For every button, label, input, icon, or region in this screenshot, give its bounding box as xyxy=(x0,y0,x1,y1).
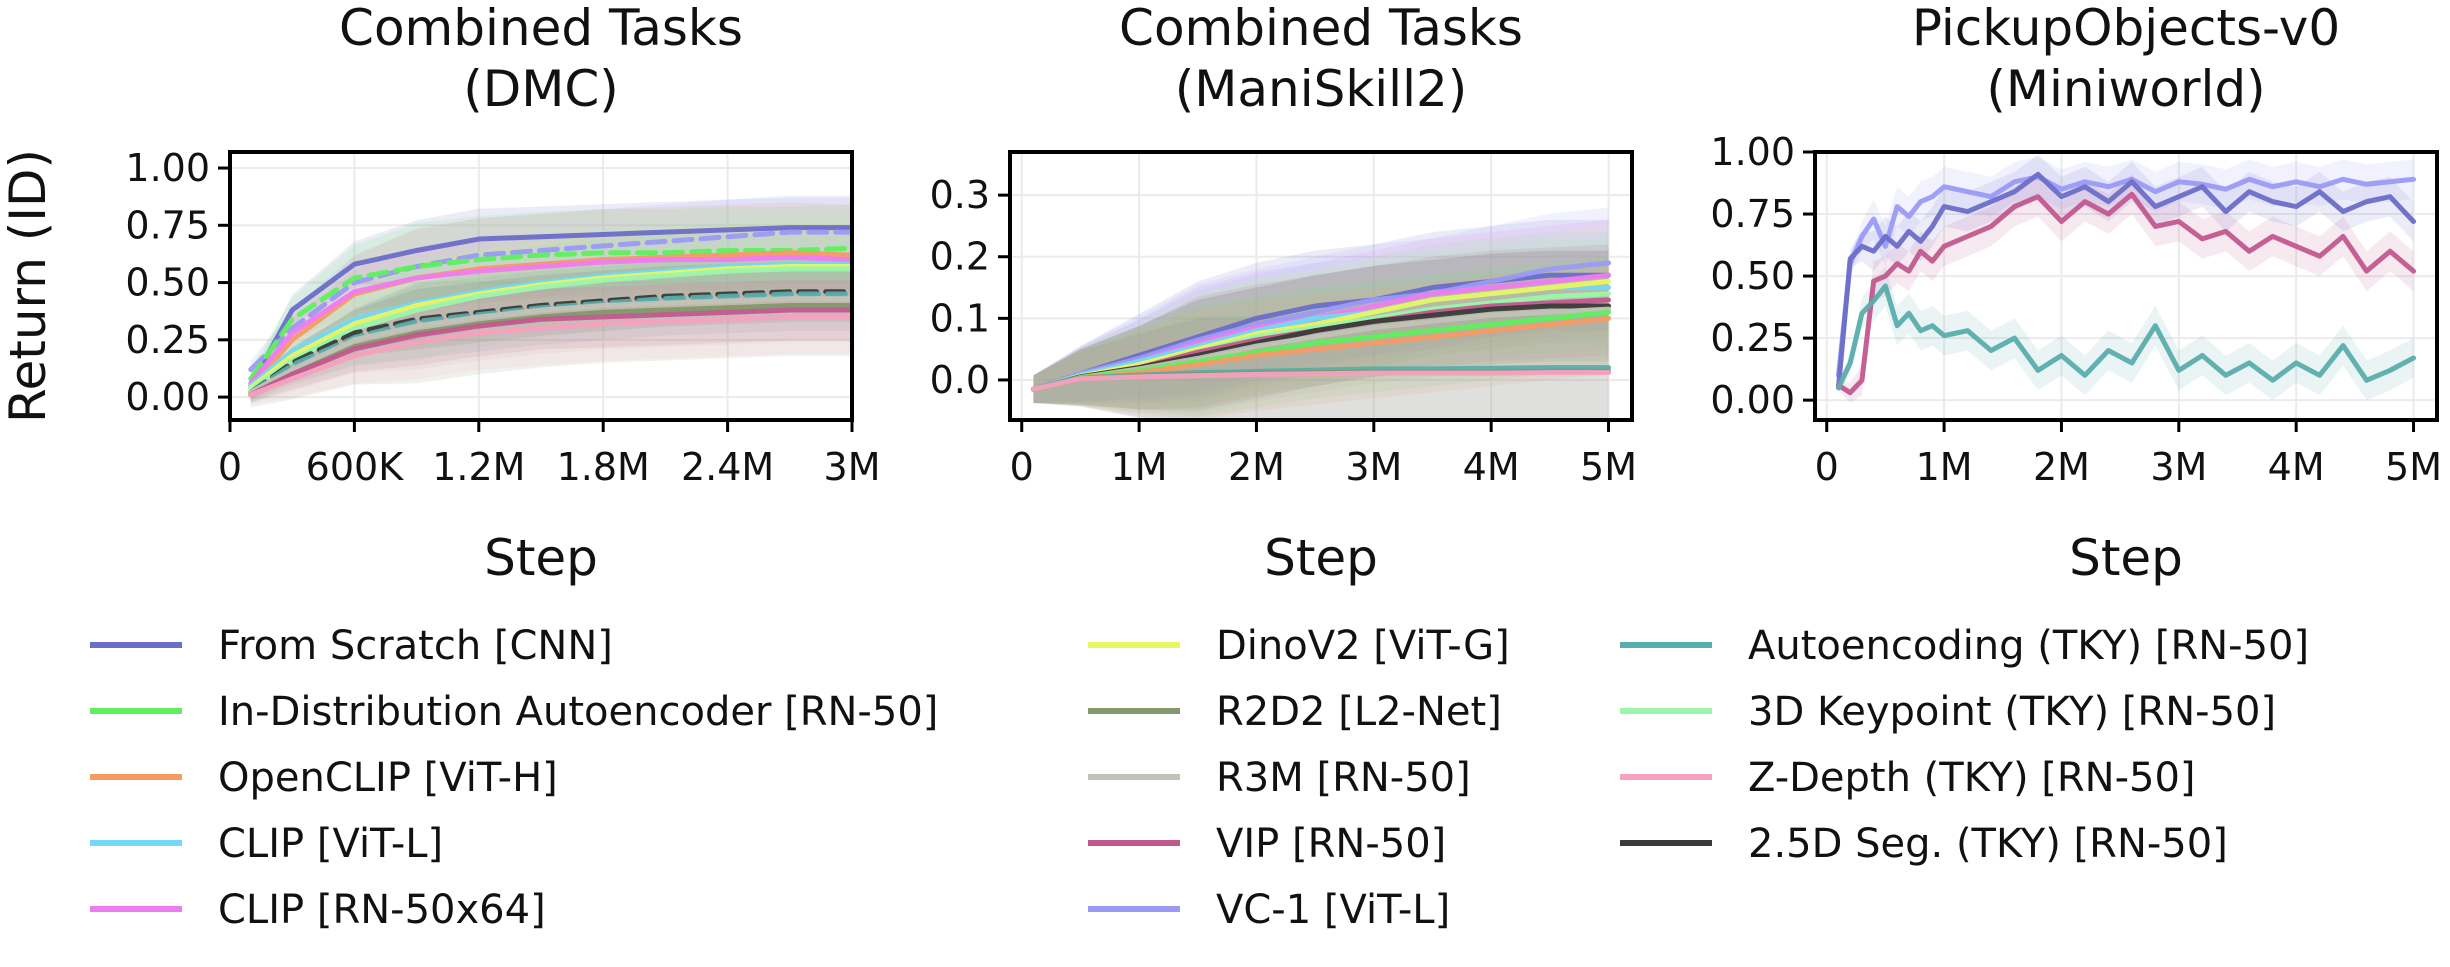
y-tick-label: 0.1 xyxy=(930,296,990,340)
series-line-z-depth-tky-rn-50 xyxy=(248,314,852,398)
series-line-vc-1-vit-l xyxy=(1835,174,2417,378)
legend-label: From Scratch [CNN] xyxy=(218,623,613,669)
plot-frame xyxy=(1813,150,2439,422)
x-tick-label: 1.8M xyxy=(557,445,650,489)
y-tick-label: 0.2 xyxy=(930,235,990,279)
band-vc-1-vit-l xyxy=(1838,156,2414,381)
chart-panel-3: 0 1M 2M 3M 4M 5M 0.00 0.25 0.50 0.75 1.00 PickupObj… xyxy=(1710,0,2442,587)
y-tick-label: 0.50 xyxy=(125,261,210,305)
series-line-autoencoding-tky-rn-50 xyxy=(1835,283,2417,391)
x-tick-label: 0 xyxy=(1815,445,1839,489)
legend-entry-r2d2-l2-net: R2D2 [L2-Net] xyxy=(1088,689,1502,735)
chart-panel-2: 0 1M 2M 3M 4M 5M 0.0 0.1 0.2 0.3 Combined Tasks (Ma… xyxy=(930,0,1637,587)
x-axis-label: Step xyxy=(484,529,598,587)
legend-label: CLIP [ViT-L] xyxy=(218,821,443,867)
x-tick-label: 1.2M xyxy=(432,445,525,489)
legend-entry-r3m-rn-50: R3M [RN-50] xyxy=(1088,755,1471,801)
series-line-vip-rn-50 xyxy=(1835,191,2417,396)
legend-entry-dinov2-vit-g: DinoV2 [ViT-G] xyxy=(1088,623,1510,669)
y-tick-label: 1.00 xyxy=(125,146,210,190)
band-autoencoding-tky-rn-50 xyxy=(1838,266,2414,401)
band-from-scratch-cnn xyxy=(1838,154,2414,393)
x-tick-label: 5M xyxy=(1580,445,1637,489)
y-tick-label: 0.0 xyxy=(930,358,990,402)
y-tick-label: 0.75 xyxy=(1710,192,1795,236)
legend-label: R3M [RN-50] xyxy=(1216,755,1471,801)
y-tick-label: 0.00 xyxy=(1710,378,1795,422)
x-tick-label: 600K xyxy=(306,445,405,489)
y-tick-label: 1.00 xyxy=(1710,130,1795,174)
y-tick-label: 0.00 xyxy=(125,375,210,419)
legend-entry-3d-keypoint-tky-rn-50: 3D Keypoint (TKY) [RN-50] xyxy=(1620,689,2276,735)
legend-entry-clip-rn-50x64: CLIP [RN-50x64] xyxy=(90,887,546,933)
legend-label: 3D Keypoint (TKY) [RN-50] xyxy=(1748,689,2276,735)
legend-entry-in-distribution-autoencoder-rn-50: In-Distribution Autoencoder [RN-50] xyxy=(90,689,938,735)
legend-label: VC-1 [ViT-L] xyxy=(1216,887,1450,933)
y-tick-label: 0.25 xyxy=(125,318,210,362)
chart-title: PickupObjects-v0 (Miniworld) xyxy=(1912,0,2340,118)
x-tick-label: 1M xyxy=(1916,445,1973,489)
legend: From Scratch [CNN] In-Distribution Autoen… xyxy=(90,623,2309,933)
chart-panel-1: 0 600K 1.2M 1.8M 2.4M 3M 0.00 0.25 0.50 0.75 1.00 C… xyxy=(0,0,880,587)
plot-frame xyxy=(1008,150,1634,422)
legend-entry-vip-rn-50: VIP [RN-50] xyxy=(1088,821,1446,867)
x-tick-label: 0 xyxy=(1010,445,1034,489)
x-axis-label: Step xyxy=(2069,529,2183,587)
series-line-in-distribution-autoencoder-rn-50 xyxy=(248,245,852,382)
legend-entry-vc-1-vit-l: VC-1 [ViT-L] xyxy=(1088,887,1450,933)
y-tick-label: 0.3 xyxy=(930,173,990,217)
legend-label: In-Distribution Autoencoder [RN-50] xyxy=(218,689,938,735)
chart-title: Combined Tasks (ManiSkill2) xyxy=(1119,0,1523,118)
legend-entry-openclip-vit-h: OpenCLIP [ViT-H] xyxy=(90,755,558,801)
x-tick-label: 4M xyxy=(1463,445,1520,489)
legend-entry-clip-vit-l: CLIP [ViT-L] xyxy=(90,821,443,867)
series-line-vip-rn-50 xyxy=(248,307,852,398)
y-tick-label: 0.50 xyxy=(1710,254,1795,298)
legend-entry-2-5d-seg-tky-rn-50: 2.5D Seg. (TKY) [RN-50] xyxy=(1620,821,2228,867)
y-axis-label: Return (ID) xyxy=(0,149,57,423)
y-tick-label: 0.75 xyxy=(125,203,210,247)
x-tick-label: 3M xyxy=(2150,445,2207,489)
x-tick-label: 2M xyxy=(1228,445,1285,489)
x-tick-label: 4M xyxy=(2268,445,2325,489)
series-line-z-depth-tky-rn-50 xyxy=(1030,370,1612,392)
x-tick-label: 2.4M xyxy=(681,445,774,489)
x-tick-label: 1M xyxy=(1111,445,1168,489)
x-axis-label: Step xyxy=(1264,529,1378,587)
band-from-scratch-cnn xyxy=(250,197,852,394)
legend-label: Autoencoding (TKY) [RN-50] xyxy=(1748,623,2309,669)
x-tick-label: 5M xyxy=(2385,445,2442,489)
legend-entry-autoencoding-tky-rn-50: Autoencoding (TKY) [RN-50] xyxy=(1620,623,2309,669)
series-line-vc-1-vit-l xyxy=(248,229,852,373)
legend-label: Z-Depth (TKY) [RN-50] xyxy=(1748,755,2196,801)
legend-label: VIP [RN-50] xyxy=(1216,821,1446,867)
legend-label: DinoV2 [ViT-G] xyxy=(1216,623,1510,669)
series-line-r3m-rn-50 xyxy=(248,296,852,396)
legend-label: 2.5D Seg. (TKY) [RN-50] xyxy=(1748,821,2228,867)
legend-entry-z-depth-tky-rn-50: Z-Depth (TKY) [RN-50] xyxy=(1620,755,2196,801)
series-line-from-scratch-cnn xyxy=(248,225,852,389)
legend-label: R2D2 [L2-Net] xyxy=(1216,689,1502,735)
legend-label: CLIP [RN-50x64] xyxy=(218,887,546,933)
band-autoencoding-tky-rn-50 xyxy=(1033,312,1609,420)
chart-title: Combined Tasks (DMC) xyxy=(339,0,743,118)
series-line-clip-rn-50x64 xyxy=(248,254,852,386)
x-tick-label: 3M xyxy=(824,445,881,489)
legend-label: OpenCLIP [ViT-H] xyxy=(218,755,558,801)
legend-entry-from-scratch-cnn: From Scratch [CNN] xyxy=(90,623,613,669)
y-tick-label: 0.25 xyxy=(1710,316,1795,360)
x-tick-label: 2M xyxy=(2033,445,2090,489)
series-line-from-scratch-cnn xyxy=(1835,171,2417,391)
x-tick-label: 0 xyxy=(218,445,242,489)
x-tick-label: 3M xyxy=(1345,445,1402,489)
plot-frame xyxy=(228,150,854,422)
series-line-3d-keypoint-tky-rn-50 xyxy=(248,266,852,393)
